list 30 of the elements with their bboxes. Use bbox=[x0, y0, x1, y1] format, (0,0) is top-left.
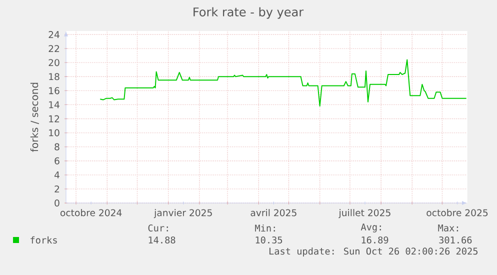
text: Avg: bbox=[360, 224, 381, 232]
y-tick-label: 2 bbox=[54, 185, 60, 192]
x-tick-label: avril 2025 bbox=[250, 209, 296, 216]
y-tick-label: 24 bbox=[48, 31, 60, 38]
y-tick-label: 6 bbox=[54, 157, 60, 164]
text: Min: bbox=[255, 224, 275, 232]
y-tick-label: 8 bbox=[54, 143, 60, 150]
x-tick-label: octobre 2024 bbox=[60, 209, 122, 216]
chart-title: Fork rate - by year bbox=[194, 7, 304, 19]
y-tick-label: 18 bbox=[49, 73, 60, 80]
y-tick-label: 0 bbox=[54, 199, 60, 207]
y-tick-label: 4 bbox=[54, 172, 60, 178]
text: 10.35 bbox=[256, 236, 282, 244]
y-tick-label: 16 bbox=[49, 87, 60, 94]
text: Max: bbox=[438, 224, 458, 232]
text: 16.89 bbox=[362, 236, 388, 244]
legend-label: forks bbox=[30, 236, 57, 244]
y-tick-label: 14 bbox=[49, 101, 60, 108]
y-axis-title: forks / second bbox=[30, 82, 39, 152]
x-tick-label: octobre 2025 bbox=[426, 209, 488, 216]
y-tick-label: 12 bbox=[49, 115, 60, 122]
text: Last update: Sun Oct 26 02:00:26 2025 bbox=[269, 247, 478, 257]
x-tick-label: janvier 2025 bbox=[154, 209, 212, 218]
text: Cur: bbox=[148, 224, 168, 232]
text: 14.88 bbox=[148, 236, 176, 244]
y-tick-label: 20 bbox=[48, 59, 60, 66]
text: 301.66 bbox=[439, 236, 472, 244]
y-tick-label: 10 bbox=[49, 129, 60, 136]
x-tick-label: juillet 2025 bbox=[338, 209, 390, 218]
y-tick-label: 22 bbox=[48, 45, 60, 52]
